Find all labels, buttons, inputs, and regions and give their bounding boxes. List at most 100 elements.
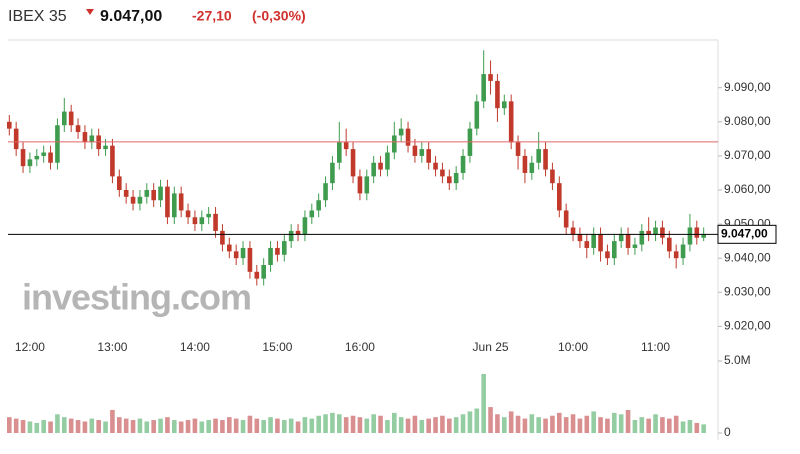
- candle-body: [639, 230, 645, 245]
- volume-bar: [440, 415, 445, 433]
- volume-bar: [515, 415, 521, 433]
- volume-bar: [694, 422, 700, 433]
- candle-body: [13, 128, 19, 150]
- candle-body: [206, 213, 211, 218]
- candle-body: [632, 244, 638, 248]
- x-tick-label: Jun 25: [473, 340, 509, 354]
- candle-body: [75, 125, 81, 133]
- volume-bar: [577, 418, 583, 433]
- candle-body: [529, 162, 535, 173]
- volume-bar: [618, 414, 624, 433]
- price-label: 9.047,00: [721, 226, 768, 240]
- candle-body: [151, 190, 156, 201]
- candle-body: [295, 230, 301, 235]
- volume-bar: [165, 417, 170, 433]
- volume-bar: [701, 424, 706, 433]
- candle-body: [68, 111, 74, 126]
- candle-body: [522, 155, 528, 173]
- candle-body: [488, 74, 493, 81]
- candle-body: [460, 155, 466, 173]
- candle-body: [103, 145, 108, 150]
- candle-body: [694, 227, 700, 238]
- volume-bar: [20, 420, 26, 433]
- candle-body: [123, 190, 129, 197]
- volume-bar: [213, 418, 218, 433]
- volume-bar: [41, 420, 46, 433]
- volume-bar: [646, 418, 651, 433]
- candle-body: [254, 271, 260, 279]
- volume-bar: [233, 418, 239, 433]
- candle-body: [7, 121, 12, 129]
- volume-bar: [405, 418, 411, 433]
- candle-body: [144, 190, 150, 197]
- volume-bar: [309, 418, 315, 433]
- volume-bar: [426, 418, 431, 433]
- candle-body: [536, 149, 541, 163]
- candle-body: [288, 230, 294, 242]
- volume-bar: [398, 417, 404, 433]
- volume-bar: [364, 418, 370, 433]
- candle-body: [385, 152, 390, 170]
- volume-bar: [371, 414, 376, 433]
- x-tick-label: 16:00: [345, 340, 375, 354]
- volume-bar: [192, 418, 198, 433]
- candle-body: [508, 101, 514, 143]
- volume-bar: [419, 420, 425, 433]
- volume-bar: [467, 411, 473, 433]
- candle-body: [364, 176, 370, 194]
- volume-tick-label: 5.0M: [724, 353, 751, 367]
- volume-bar: [199, 421, 205, 433]
- candle-body: [453, 172, 459, 184]
- volume-bar: [667, 418, 672, 433]
- candle-body: [172, 193, 177, 218]
- volume-bar: [598, 417, 603, 433]
- candle-body: [316, 200, 321, 211]
- candle-body: [185, 210, 191, 218]
- candle-body: [302, 217, 308, 235]
- candle-body: [440, 169, 445, 177]
- candle-body: [41, 152, 46, 156]
- candle-body: [474, 101, 480, 129]
- volume-bar: [178, 421, 184, 433]
- volume-bar: [680, 421, 686, 433]
- volume-bar: [268, 417, 273, 433]
- candle-body: [426, 149, 431, 163]
- candle-body: [612, 241, 617, 259]
- volume-bar: [653, 414, 658, 433]
- volume-bar: [357, 417, 363, 433]
- volume-bar: [55, 414, 60, 433]
- y-tick-label: 9.040,00: [724, 250, 771, 264]
- volume-bar: [337, 414, 342, 433]
- candle-body: [343, 142, 349, 150]
- candle-body: [392, 135, 397, 153]
- candle-body: [62, 111, 67, 126]
- volume-bar: [584, 415, 590, 433]
- candle-body: [563, 210, 569, 228]
- candle-body: [570, 227, 576, 235]
- volume-bar: [295, 421, 301, 433]
- volume-bar: [89, 418, 95, 433]
- volume-bar: [96, 420, 101, 433]
- candle-body: [550, 169, 555, 184]
- volume-bar: [137, 418, 143, 433]
- candle-body: [110, 145, 115, 177]
- candle-body: [34, 155, 40, 160]
- candle-body: [495, 80, 500, 109]
- volume-bar: [282, 420, 287, 433]
- candle-body: [337, 142, 342, 163]
- candle-body: [357, 176, 363, 194]
- y-tick-label: 9.070,00: [724, 148, 771, 162]
- candle-body: [158, 186, 163, 201]
- candle-body: [667, 237, 672, 252]
- candle-body: [577, 234, 583, 242]
- candle-body: [398, 128, 404, 136]
- candle-body: [309, 210, 315, 218]
- volume-bar: [495, 414, 500, 433]
- volume-bar: [34, 422, 40, 433]
- volume-bar: [240, 420, 246, 433]
- volume-bar: [323, 414, 328, 433]
- volume-bar: [27, 421, 33, 433]
- x-tick-label: 13:00: [97, 340, 127, 354]
- volume-bar: [48, 421, 53, 433]
- candle-body: [680, 244, 686, 259]
